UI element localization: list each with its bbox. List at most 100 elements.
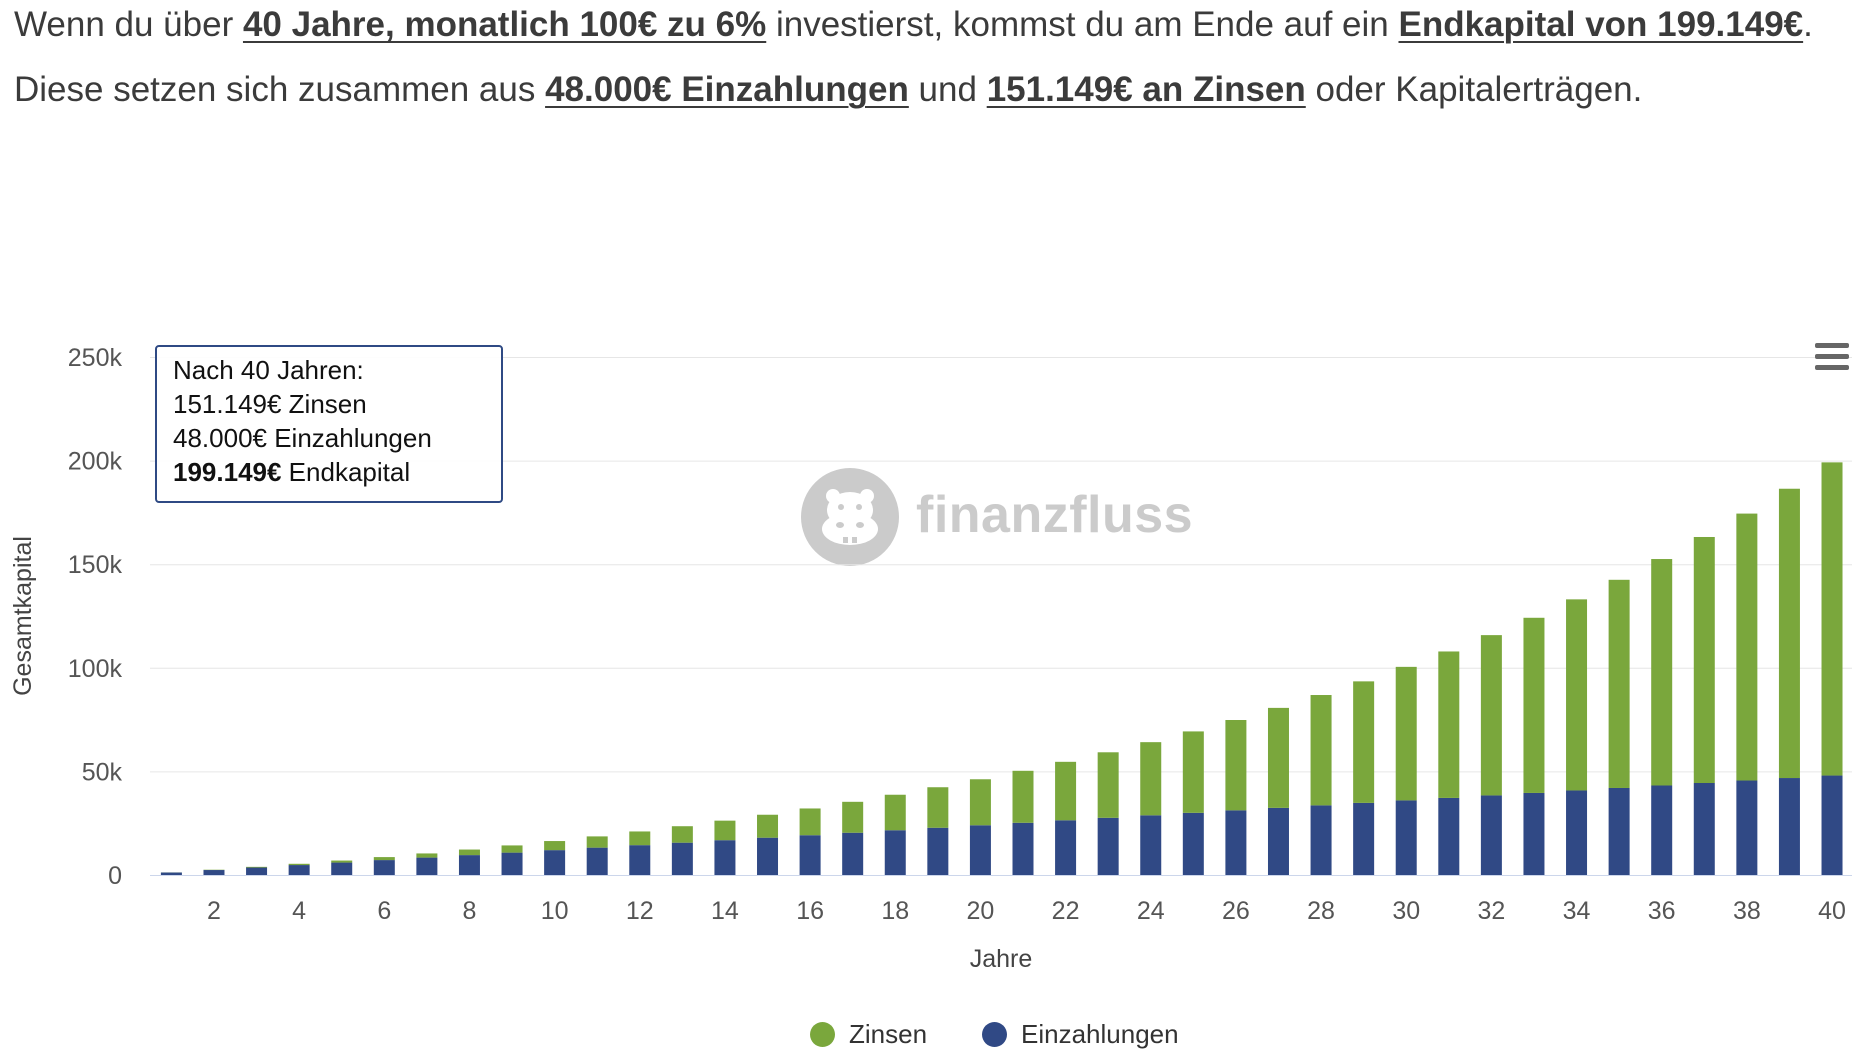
summary-text: investierst, kommst du am Ende auf ein bbox=[766, 5, 1399, 44]
bar-einzahlungen-year-16[interactable] bbox=[799, 835, 821, 875]
bar-einzahlungen-year-18[interactable] bbox=[884, 830, 906, 875]
bar-zinsen-year-3[interactable] bbox=[246, 866, 268, 868]
bar-einzahlungen-year-32[interactable] bbox=[1480, 795, 1502, 875]
bar-einzahlungen-year-34[interactable] bbox=[1566, 790, 1588, 875]
bar-einzahlungen-year-20[interactable] bbox=[969, 825, 991, 875]
bar-zinsen-year-7[interactable] bbox=[416, 853, 438, 858]
summary-text: und bbox=[908, 70, 987, 109]
bar-zinsen-year-9[interactable] bbox=[501, 845, 523, 853]
bar-zinsen-year-10[interactable] bbox=[544, 841, 566, 851]
bar-zinsen-year-34[interactable] bbox=[1566, 599, 1588, 791]
y-tick-label: 50k bbox=[82, 758, 123, 786]
bar-einzahlungen-year-21[interactable] bbox=[1012, 822, 1034, 875]
bar-zinsen-year-25[interactable] bbox=[1182, 731, 1204, 813]
bar-zinsen-year-26[interactable] bbox=[1225, 719, 1247, 811]
bar-einzahlungen-year-33[interactable] bbox=[1523, 792, 1545, 875]
bar-einzahlungen-year-27[interactable] bbox=[1267, 807, 1289, 875]
bar-einzahlungen-year-12[interactable] bbox=[629, 845, 651, 875]
bar-zinsen-year-27[interactable] bbox=[1267, 707, 1289, 808]
bar-einzahlungen-year-22[interactable] bbox=[1055, 820, 1077, 875]
bar-zinsen-year-6[interactable] bbox=[373, 857, 395, 861]
bar-einzahlungen-year-30[interactable] bbox=[1395, 800, 1417, 875]
bar-einzahlungen-year-9[interactable] bbox=[501, 852, 523, 875]
bar-zinsen-year-4[interactable] bbox=[288, 863, 310, 866]
tooltip-endkapital-label: Endkapital bbox=[281, 457, 411, 487]
bar-zinsen-year-8[interactable] bbox=[458, 849, 480, 856]
bar-einzahlungen-year-29[interactable] bbox=[1353, 802, 1375, 875]
bar-zinsen-year-17[interactable] bbox=[842, 801, 864, 833]
bar-einzahlungen-year-38[interactable] bbox=[1736, 780, 1758, 875]
bar-einzahlungen-year-10[interactable] bbox=[544, 850, 566, 875]
summary-text: oder Kapitalerträgen. bbox=[1305, 70, 1643, 109]
bar-zinsen-year-38[interactable] bbox=[1736, 513, 1758, 781]
bar-einzahlungen-year-7[interactable] bbox=[416, 857, 438, 875]
bar-einzahlungen-year-40[interactable] bbox=[1821, 775, 1843, 875]
menu-bar bbox=[1815, 354, 1849, 359]
bar-zinsen-year-39[interactable] bbox=[1778, 488, 1800, 779]
bar-zinsen-year-18[interactable] bbox=[884, 794, 906, 831]
bar-einzahlungen-year-3[interactable] bbox=[246, 867, 268, 875]
bar-zinsen-year-23[interactable] bbox=[1097, 752, 1119, 818]
x-tick-label: 26 bbox=[1222, 897, 1250, 925]
bar-zinsen-year-31[interactable] bbox=[1438, 651, 1460, 798]
bar-einzahlungen-year-6[interactable] bbox=[373, 860, 395, 875]
bar-einzahlungen-year-35[interactable] bbox=[1608, 787, 1630, 875]
bar-zinsen-year-5[interactable] bbox=[331, 860, 353, 863]
bar-zinsen-year-28[interactable] bbox=[1310, 695, 1332, 806]
bar-zinsen-year-30[interactable] bbox=[1395, 666, 1417, 801]
bar-einzahlungen-year-26[interactable] bbox=[1225, 810, 1247, 875]
bar-zinsen-year-12[interactable] bbox=[629, 831, 651, 846]
bar-zinsen-year-16[interactable] bbox=[799, 808, 821, 836]
bar-zinsen-year-14[interactable] bbox=[714, 820, 736, 841]
bar-einzahlungen-year-14[interactable] bbox=[714, 840, 736, 875]
bar-einzahlungen-year-11[interactable] bbox=[586, 847, 608, 875]
bar-einzahlungen-year-5[interactable] bbox=[331, 862, 353, 875]
bar-zinsen-year-35[interactable] bbox=[1608, 579, 1630, 788]
bar-einzahlungen-year-4[interactable] bbox=[288, 865, 310, 875]
bar-zinsen-year-36[interactable] bbox=[1651, 559, 1673, 786]
bar-einzahlungen-year-36[interactable] bbox=[1651, 785, 1673, 875]
bar-zinsen-year-13[interactable] bbox=[671, 826, 693, 843]
summary-highlight-endkapital: Endkapital von 199.149€ bbox=[1398, 5, 1804, 44]
bar-einzahlungen-year-24[interactable] bbox=[1140, 815, 1162, 875]
bar-zinsen-year-37[interactable] bbox=[1693, 536, 1715, 784]
legend-item-einzahlungen[interactable]: Einzahlungen bbox=[982, 1016, 1179, 1052]
bar-einzahlungen-year-17[interactable] bbox=[842, 832, 864, 875]
bar-zinsen-year-15[interactable] bbox=[757, 814, 779, 838]
bar-zinsen-year-20[interactable] bbox=[969, 779, 991, 826]
bar-zinsen-year-29[interactable] bbox=[1353, 681, 1375, 803]
bar-einzahlungen-year-28[interactable] bbox=[1310, 805, 1332, 875]
bar-einzahlungen-year-39[interactable] bbox=[1778, 778, 1800, 875]
legend-item-zinsen[interactable]: Zinsen bbox=[810, 1016, 927, 1052]
x-tick-label: 18 bbox=[881, 897, 909, 925]
bar-einzahlungen-year-37[interactable] bbox=[1693, 783, 1715, 875]
x-tick-label: 20 bbox=[967, 897, 995, 925]
bar-zinsen-year-19[interactable] bbox=[927, 787, 949, 828]
bar-einzahlungen-year-13[interactable] bbox=[671, 842, 693, 875]
bar-zinsen-year-32[interactable] bbox=[1480, 635, 1502, 796]
bar-zinsen-year-40[interactable] bbox=[1821, 462, 1843, 776]
bar-zinsen-year-11[interactable] bbox=[586, 836, 608, 848]
bar-zinsen-year-21[interactable] bbox=[1012, 770, 1034, 823]
bar-einzahlungen-year-19[interactable] bbox=[927, 827, 949, 875]
bar-einzahlungen-year-23[interactable] bbox=[1097, 817, 1119, 875]
x-tick-label: 22 bbox=[1052, 897, 1080, 925]
menu-bar bbox=[1815, 343, 1849, 348]
summary-highlight-zinsen: 151.149€ an Zinsen bbox=[986, 70, 1306, 109]
x-tick-label: 28 bbox=[1307, 897, 1335, 925]
x-tick-label: 32 bbox=[1477, 897, 1505, 925]
bar-einzahlungen-year-25[interactable] bbox=[1182, 812, 1204, 875]
x-tick-label: 14 bbox=[711, 897, 739, 925]
x-tick-label: 30 bbox=[1392, 897, 1420, 925]
bar-zinsen-year-22[interactable] bbox=[1055, 761, 1077, 821]
bar-zinsen-year-24[interactable] bbox=[1140, 742, 1162, 816]
hamburger-menu-icon[interactable] bbox=[1813, 340, 1851, 372]
bar-einzahlungen-year-1[interactable] bbox=[160, 872, 182, 875]
bar-zinsen-year-33[interactable] bbox=[1523, 617, 1545, 793]
tooltip-zinsen: 151.149€ Zinsen bbox=[173, 389, 367, 419]
bar-einzahlungen-year-8[interactable] bbox=[458, 855, 480, 875]
bar-einzahlungen-year-2[interactable] bbox=[203, 870, 225, 875]
bar-einzahlungen-year-31[interactable] bbox=[1438, 797, 1460, 875]
bar-einzahlungen-year-15[interactable] bbox=[757, 837, 779, 875]
x-tick-label: 38 bbox=[1733, 897, 1761, 925]
